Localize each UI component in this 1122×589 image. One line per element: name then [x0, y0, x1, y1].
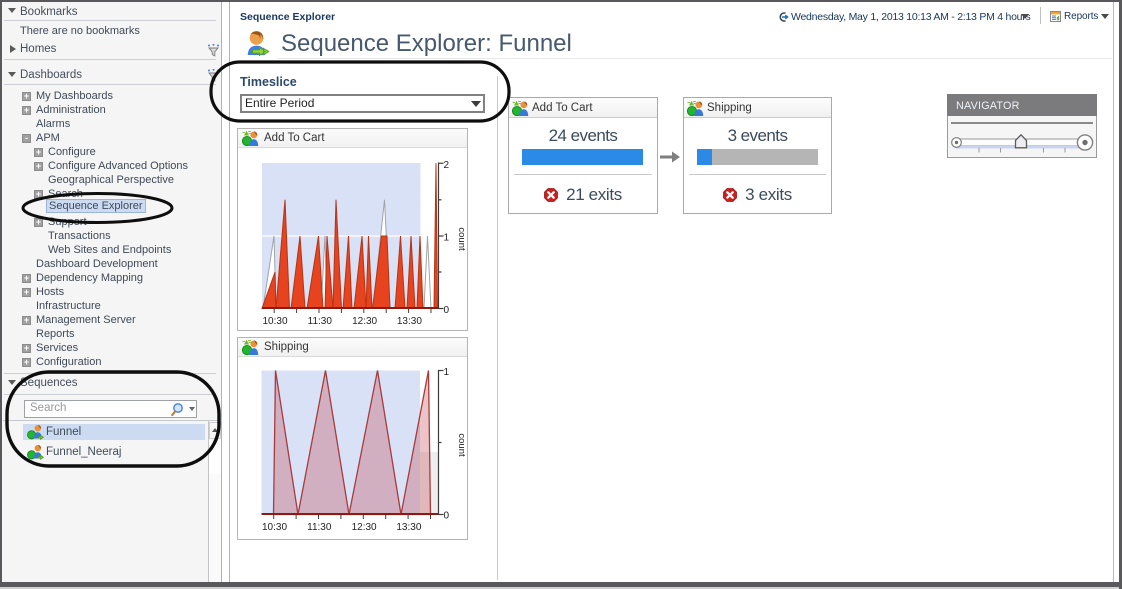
- svg-text:10:30: 10:30: [262, 316, 287, 327]
- svg-text:0: 0: [444, 511, 450, 522]
- svg-text:10:30: 10:30: [262, 522, 287, 533]
- svg-text:12:30: 12:30: [352, 316, 377, 327]
- svg-text:12:30: 12:30: [352, 522, 377, 533]
- svg-text:13:30: 13:30: [397, 316, 422, 327]
- svg-text:1: 1: [444, 367, 450, 378]
- svg-text:11:30: 11:30: [308, 316, 333, 327]
- svg-text:1: 1: [444, 233, 450, 244]
- svg-text:0: 0: [444, 305, 450, 316]
- svg-text:count: count: [456, 433, 467, 457]
- svg-text:11:30: 11:30: [307, 522, 332, 533]
- svg-text:2: 2: [444, 160, 450, 171]
- svg-text:count: count: [456, 227, 467, 251]
- svg-text:13:30: 13:30: [396, 522, 421, 533]
